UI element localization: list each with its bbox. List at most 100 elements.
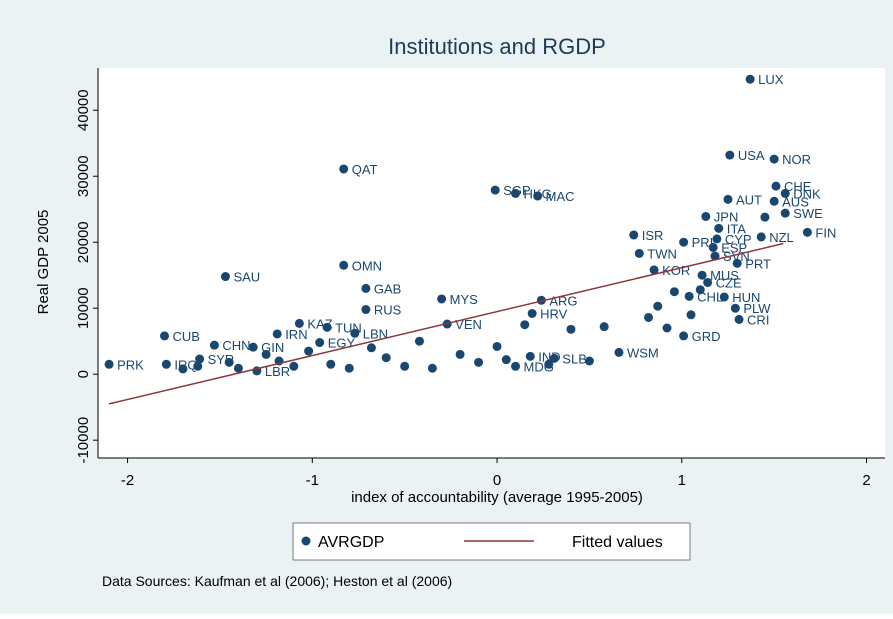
point-label: QAT [352,162,378,177]
point-label: PRK [117,357,144,372]
point [455,349,465,359]
point [474,357,484,367]
point [730,303,740,313]
point [710,251,720,261]
point [322,322,332,332]
point [178,364,188,374]
point [679,237,689,247]
point [261,349,271,359]
point [566,324,576,334]
point-label: LBR [265,364,290,379]
point-label: NZL [769,230,794,245]
point-label: KOR [662,263,690,278]
point-label: LBN [363,326,388,341]
x-tick-label: 1 [678,472,686,489]
point-label: NOR [782,152,811,167]
point [501,355,511,365]
point-label: ESP [721,240,747,255]
point-label: SLB [562,351,587,366]
point [400,361,410,371]
point [771,181,781,191]
point [414,336,424,346]
point-label: PRT [745,256,771,271]
legend-label: Fitted values [572,534,663,551]
point [339,260,349,270]
y-tick-label: 40000 [75,89,92,131]
point [527,308,537,318]
note: Data Sources: Kaufman et al (2006); Hest… [102,573,452,589]
point [802,227,812,237]
point [248,342,258,352]
fitted-line [108,242,784,405]
point [725,150,735,160]
point-label: LUX [758,72,784,87]
point [734,314,744,324]
point [599,322,609,332]
point-label: AUS [782,194,809,209]
point [629,230,639,240]
plot-area [98,68,885,458]
point [712,234,722,244]
point [233,363,243,373]
point-label: TWN [647,246,677,261]
point [533,191,543,201]
point [344,363,354,373]
point [361,283,371,293]
point-label: ITA [727,221,747,236]
point-label: GRD [692,329,721,344]
y-tick-label: 20000 [75,221,92,263]
point [549,353,559,363]
point-label: HUN [732,290,760,305]
point [544,359,554,369]
point [649,265,659,275]
point [708,242,718,252]
point [714,223,724,233]
x-tick-label: -2 [121,472,134,489]
point [769,196,779,206]
point [381,353,391,363]
point-label: GAB [374,281,401,296]
point [653,301,663,311]
point-label: SAU [233,270,260,285]
point [350,328,360,338]
point-label: HRV [540,306,568,321]
point-label: JPN [714,209,739,224]
x-tick-label: 2 [862,472,870,489]
point-label: DNK [793,186,821,201]
point-label: MAC [546,189,575,204]
point [511,188,521,198]
point [644,312,654,322]
point [492,341,502,351]
point-label: RUS [374,303,402,318]
point [723,194,733,204]
point-label: WSM [627,345,659,360]
point [769,154,779,164]
point-label: CZE [716,275,742,290]
point [366,343,376,353]
point [511,361,521,371]
point-label: CHN [222,338,250,353]
point-label: OMN [352,258,382,273]
chart-title: Institutions and RGDP [388,34,606,59]
point-label: CYP [725,232,752,247]
point-label: IND [538,349,560,364]
point-label: AUT [736,192,762,207]
point [315,338,325,348]
point-label: FIN [815,225,836,240]
point [719,292,729,302]
point-label: USA [738,148,765,163]
point [686,310,696,320]
point-label: IRN [285,327,307,342]
point-label: ISR [642,228,664,243]
point [669,287,679,297]
point [536,295,546,305]
point [272,329,282,339]
point [304,346,314,356]
point [339,164,349,174]
y-tick-label: 30000 [75,155,92,197]
point [520,320,530,330]
point [695,285,705,295]
point [684,291,694,301]
point [662,323,672,333]
